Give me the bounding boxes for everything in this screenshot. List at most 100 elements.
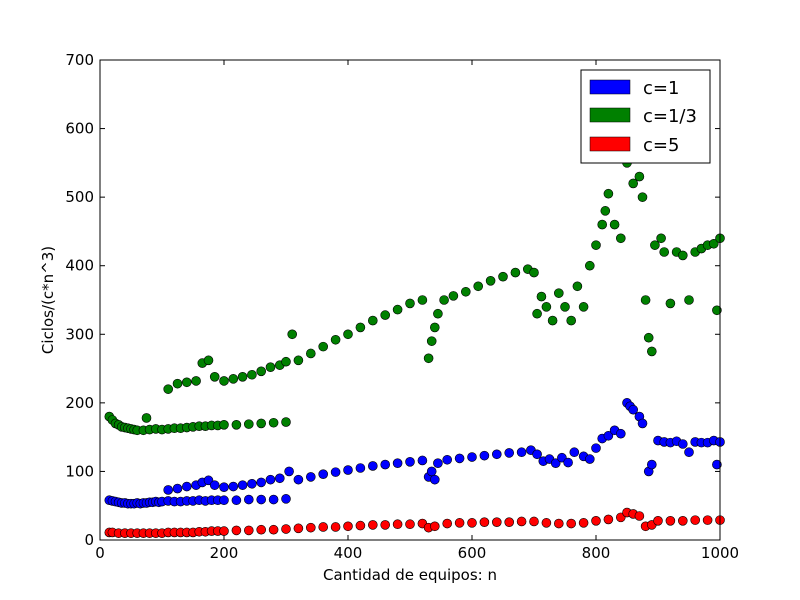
data-point bbox=[491, 449, 502, 460]
data-point bbox=[584, 454, 595, 464]
data-point bbox=[330, 522, 341, 532]
data-point bbox=[305, 348, 316, 359]
data-point bbox=[609, 219, 620, 230]
data-point bbox=[281, 356, 291, 367]
y-tick-label: 500 bbox=[65, 188, 94, 206]
data-point bbox=[237, 371, 248, 382]
data-point bbox=[256, 477, 267, 488]
data-point bbox=[485, 275, 496, 286]
data-point bbox=[467, 518, 477, 528]
data-point bbox=[547, 315, 558, 326]
data-point bbox=[284, 466, 294, 477]
data-point bbox=[454, 518, 465, 528]
data-point bbox=[268, 417, 279, 428]
data-point bbox=[172, 483, 183, 494]
data-point bbox=[504, 517, 515, 527]
data-point bbox=[265, 362, 276, 373]
data-point bbox=[646, 346, 657, 357]
data-point bbox=[405, 457, 415, 467]
data-point bbox=[541, 302, 552, 312]
data-point bbox=[417, 455, 428, 466]
data-point bbox=[712, 305, 722, 316]
data-point bbox=[603, 430, 614, 441]
data-point bbox=[268, 494, 279, 505]
data-point bbox=[640, 295, 651, 305]
data-point bbox=[677, 250, 688, 261]
data-point bbox=[219, 376, 229, 386]
data-point bbox=[510, 267, 521, 278]
data-point bbox=[423, 353, 434, 364]
data-point bbox=[659, 247, 670, 257]
ticks-layer: 0 200 400 600 800 1000 0 100 200 300 400 500 600 700 bbox=[65, 51, 739, 562]
x-tick-label: 400 bbox=[334, 544, 363, 562]
data-point bbox=[684, 447, 694, 458]
data-point bbox=[628, 404, 639, 415]
data-point bbox=[343, 329, 353, 340]
data-point bbox=[684, 295, 694, 305]
data-point bbox=[677, 515, 688, 526]
data-point bbox=[615, 428, 626, 439]
data-point bbox=[516, 447, 527, 458]
x-tick-label: 800 bbox=[582, 544, 611, 562]
data-point bbox=[591, 240, 601, 250]
data-point bbox=[182, 377, 192, 388]
data-point bbox=[405, 519, 415, 530]
data-point bbox=[665, 515, 676, 526]
data-point bbox=[318, 341, 329, 352]
data-point bbox=[566, 518, 577, 529]
data-point bbox=[566, 315, 577, 326]
data-point bbox=[498, 271, 508, 282]
data-point bbox=[653, 515, 663, 526]
legend-swatch-c1-3 bbox=[589, 107, 631, 123]
data-point bbox=[560, 302, 570, 312]
data-point bbox=[330, 467, 341, 477]
y-axis-label: Ciclos/(c*n^3) bbox=[39, 246, 57, 354]
data-point bbox=[380, 310, 391, 320]
data-point bbox=[541, 518, 552, 528]
data-point bbox=[553, 518, 564, 529]
data-point bbox=[578, 302, 589, 312]
data-point bbox=[209, 371, 220, 382]
data-point bbox=[281, 417, 291, 427]
data-point bbox=[231, 525, 242, 536]
data-point bbox=[665, 298, 676, 309]
plot-frame bbox=[99, 59, 721, 541]
data-point bbox=[228, 374, 239, 384]
data-point bbox=[532, 449, 542, 460]
data-point bbox=[191, 376, 201, 386]
data-point bbox=[569, 447, 580, 458]
data-point bbox=[516, 516, 527, 527]
data-point bbox=[637, 418, 648, 429]
data-point bbox=[479, 450, 490, 461]
data-point bbox=[563, 457, 573, 468]
data-point bbox=[219, 495, 229, 506]
data-point bbox=[628, 178, 639, 189]
x-tick-label: 200 bbox=[210, 544, 239, 562]
y-tick-label: 700 bbox=[65, 51, 94, 69]
data-point bbox=[600, 206, 611, 216]
data-point bbox=[256, 494, 267, 505]
data-point bbox=[343, 465, 353, 475]
data-point bbox=[355, 520, 366, 531]
data-point bbox=[367, 315, 378, 326]
data-point bbox=[637, 192, 648, 202]
data-point bbox=[429, 474, 440, 485]
data-point bbox=[163, 485, 173, 495]
y-tick-label: 200 bbox=[65, 394, 94, 412]
data-point bbox=[433, 308, 443, 319]
data-point bbox=[712, 459, 722, 470]
data-point bbox=[473, 281, 484, 292]
series-c-1-3 bbox=[104, 137, 725, 436]
data-point bbox=[553, 288, 564, 298]
data-point bbox=[219, 419, 229, 430]
legend: c=1 c=1/3 c=5 bbox=[580, 69, 711, 164]
series-c-1 bbox=[104, 398, 725, 509]
y-tick-label: 600 bbox=[65, 120, 94, 138]
data-point bbox=[392, 458, 403, 469]
data-point bbox=[247, 478, 257, 489]
data-point bbox=[417, 295, 428, 305]
data-point bbox=[433, 458, 443, 469]
data-point bbox=[504, 448, 515, 458]
data-point bbox=[591, 515, 601, 526]
legend-label-c1-3: c=1/3 bbox=[643, 106, 697, 127]
